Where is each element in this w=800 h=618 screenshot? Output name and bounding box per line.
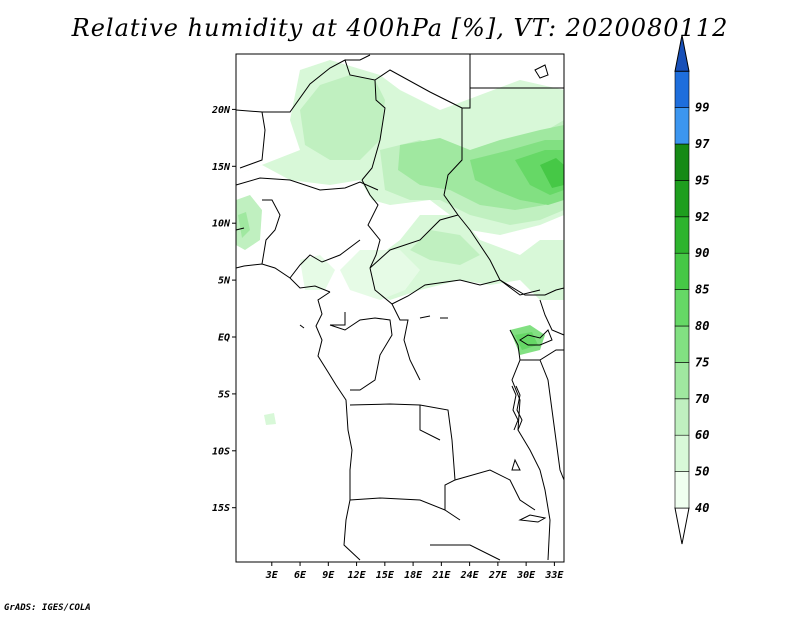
colorbar-swatch	[674, 180, 690, 218]
colorbar-label: 97	[695, 137, 710, 151]
colorbar-label: 50	[695, 465, 709, 479]
colorbar-swatch	[674, 398, 690, 436]
colorbar: 40 50 60 70 75 80 85 90 92 95 97 99	[674, 35, 710, 545]
humidity-shading	[236, 60, 564, 425]
lon-tick-label: 21E	[431, 570, 451, 581]
colorbar-swatch	[674, 362, 690, 400]
colorbar-swatch	[674, 252, 690, 290]
lon-tick-label: 15E	[376, 570, 395, 581]
colorbar-label: 80	[695, 319, 709, 333]
lat-tick-label: 10N	[212, 219, 231, 230]
colorbar-swatch	[674, 471, 690, 509]
lon-tick-label: 30E	[516, 570, 536, 581]
lat-tick-label: 10S	[212, 446, 230, 457]
lat-tick-label: 5S	[218, 389, 230, 400]
colorbar-swatch	[674, 434, 690, 472]
lat-tick-label: 15S	[212, 503, 230, 514]
colorbar-lower-arrow	[674, 507, 690, 545]
lon-tick-label: 18E	[404, 570, 423, 581]
lon-tick-label: 33E	[544, 570, 564, 581]
lat-tick-label: 20N	[211, 105, 231, 116]
colorbar-label: 60	[695, 428, 709, 442]
colorbar-swatch	[674, 143, 690, 181]
colorbar-label: 70	[695, 392, 709, 406]
latitude-axis: 20N 15N 10N 5N EQ 5S 10S 15S	[211, 105, 236, 514]
lon-tick-label: 12E	[348, 570, 367, 581]
colorbar-label: 99	[695, 101, 709, 115]
colorbar-label: 90	[695, 246, 709, 260]
colorbar-label: 85	[695, 283, 709, 297]
lat-tick-label: 15N	[212, 162, 231, 173]
lat-tick-label: 5N	[218, 276, 231, 287]
colorbar-swatch	[674, 216, 690, 254]
colorbar-swatch	[674, 107, 690, 145]
country-boundaries	[235, 54, 565, 561]
longitude-axis: 3E 6E 9E 12E 15E 18E 21E 24E 27E 30E 33E	[265, 562, 564, 581]
lon-tick-label: 3E	[265, 570, 279, 581]
colorbar-label: 40	[695, 501, 709, 515]
lon-tick-label: 27E	[488, 570, 508, 581]
colorbar-swatch	[674, 289, 690, 327]
lat-tick-label: EQ	[218, 333, 230, 344]
map-frame	[235, 53, 565, 563]
lon-tick-label: 24E	[460, 570, 480, 581]
plot-title: Relative humidity at 400hPa [%], VT: 202…	[71, 14, 729, 42]
colorbar-upper-arrow	[674, 35, 690, 72]
colorbar-label: 95	[695, 173, 709, 187]
lon-tick-label: 9E	[322, 570, 335, 581]
colorbar-swatch	[674, 325, 690, 363]
colorbar-swatch	[674, 70, 690, 108]
lon-tick-label: 6E	[294, 570, 307, 581]
colorbar-label: 75	[695, 355, 709, 369]
colorbar-label: 92	[695, 210, 709, 224]
grads-credit: GrADS: IGES/COLA	[4, 603, 91, 613]
